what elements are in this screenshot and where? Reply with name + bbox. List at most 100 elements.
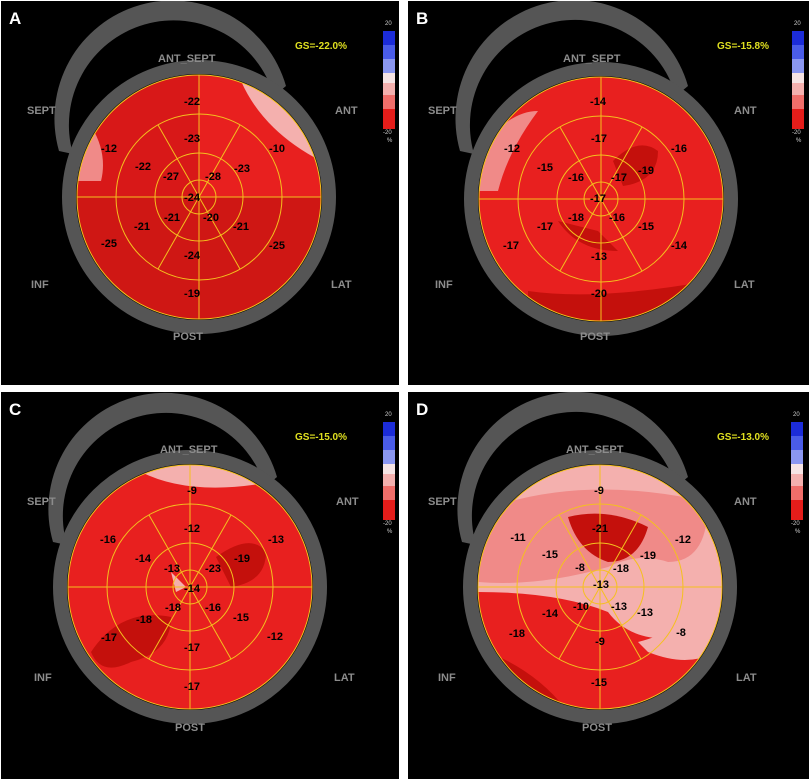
segment-value: -17 (101, 632, 117, 644)
outer-ring (62, 60, 336, 334)
outer-ring (463, 450, 737, 724)
segment-value: -10 (269, 143, 285, 155)
bullseye-map (48, 392, 395, 724)
segment-value: -19 (640, 550, 656, 562)
wall-arc (54, 1, 286, 154)
segment-value: -14 (542, 608, 558, 620)
segment-value: -18 (568, 212, 584, 224)
label-post: POST (175, 722, 205, 734)
segment-value: -17 (184, 681, 200, 693)
label-sept: SEPT (27, 105, 56, 117)
segment-value: -12 (675, 534, 691, 546)
segment-value: -15 (537, 162, 553, 174)
segment-value: -18 (165, 602, 181, 614)
segment-value: -16 (100, 534, 116, 546)
apex-value: -17 (590, 193, 606, 205)
apex-value: -24 (184, 192, 200, 204)
segment-value: -20 (591, 288, 607, 300)
segment-value: -11 (510, 532, 526, 544)
segment-value: -13 (611, 601, 627, 613)
bullseye-map (54, 1, 395, 334)
colorbar (383, 31, 395, 129)
segment-value: -18 (509, 628, 525, 640)
segment-value: -16 (568, 172, 584, 184)
segment-value: -10 (573, 601, 589, 613)
colorbar-max: 20 (385, 21, 392, 27)
segment-value: -13 (591, 251, 607, 263)
segment-value: -13 (637, 607, 653, 619)
apex-value: -13 (593, 579, 609, 591)
segment-value: -21 (164, 212, 180, 224)
segment-value: -22 (184, 96, 200, 108)
segment-value: -12 (101, 143, 117, 155)
label-sept: SEPT (27, 496, 56, 508)
segment-value: -20 (203, 212, 219, 224)
outer-ring (464, 62, 738, 336)
global-strain: GS=-15.0% (295, 432, 347, 443)
segment-value: -17 (611, 172, 627, 184)
segment-value: -17 (503, 240, 519, 252)
segment-value: -23 (234, 163, 250, 175)
apex-value: -14 (184, 583, 200, 595)
segment-value: -21 (233, 221, 249, 233)
segment-value: -9 (594, 485, 604, 497)
colorbar-min: -20 (383, 130, 392, 136)
colorbar (791, 422, 803, 520)
colorbar-max: 20 (793, 412, 800, 418)
colorbar-max: 20 (794, 21, 801, 27)
panel-a: A GS=-22.0% 20 -20 % ANT_SEPT SEPT ANT I… (1, 1, 399, 385)
segment-value: -12 (504, 143, 520, 155)
label-ant-sept: ANT_SEPT (158, 53, 216, 65)
segment-value: -18 (613, 563, 629, 575)
segment-value: -13 (268, 534, 284, 546)
segment-value: -19 (638, 165, 654, 177)
wall-arc (455, 1, 688, 154)
segment-grid (76, 74, 322, 320)
segment-value: -22 (135, 161, 151, 173)
segment-value: -23 (205, 563, 221, 575)
label-sept: SEPT (428, 105, 457, 117)
segment-value: -16 (671, 143, 687, 155)
label-ant-sept: ANT_SEPT (563, 53, 621, 65)
segment-value: -14 (135, 553, 151, 565)
segment-value: -9 (595, 636, 605, 648)
outer-ring (53, 450, 327, 724)
colorbar-unit: % (387, 138, 393, 144)
label-ant: ANT (335, 105, 358, 117)
label-inf: INF (31, 279, 49, 291)
label-ant-sept: ANT_SEPT (566, 444, 624, 456)
segment-value: -21 (592, 523, 608, 535)
segment-value: -12 (267, 631, 283, 643)
panel-label: B (416, 9, 429, 28)
segment-value: -15 (638, 221, 654, 233)
label-lat: LAT (334, 672, 355, 684)
label-ant: ANT (734, 105, 757, 117)
label-lat: LAT (734, 279, 755, 291)
panel-label: D (416, 400, 429, 419)
label-lat: LAT (331, 279, 352, 291)
label-inf: INF (435, 279, 453, 291)
colorbar-max: 20 (385, 412, 392, 418)
segment-value: -18 (136, 614, 152, 626)
colorbar (792, 31, 804, 129)
label-ant: ANT (734, 496, 757, 508)
segment-value: -8 (575, 562, 585, 574)
segment-value: -15 (591, 677, 607, 689)
segment-grid (478, 76, 724, 322)
bullseye-map (457, 392, 803, 724)
segment-grid (67, 464, 313, 710)
segment-value: -14 (590, 96, 606, 108)
panel-c: C GS=-15.0% 20 -20 % ANT_SEPT SEPT ANT I… (1, 392, 399, 779)
segment-value: -25 (101, 238, 117, 250)
segment-value: -17 (591, 133, 607, 145)
segment-value: -17 (537, 221, 553, 233)
segment-value: -13 (164, 563, 180, 575)
colorbar-unit: % (387, 529, 393, 535)
label-inf: INF (438, 672, 456, 684)
bullseye-map (455, 1, 804, 336)
segment-value: -25 (269, 240, 285, 252)
label-sept: SEPT (428, 496, 457, 508)
segment-value: -9 (187, 485, 197, 497)
segment-value: -24 (184, 250, 200, 262)
global-strain: GS=-15.8% (717, 41, 769, 52)
